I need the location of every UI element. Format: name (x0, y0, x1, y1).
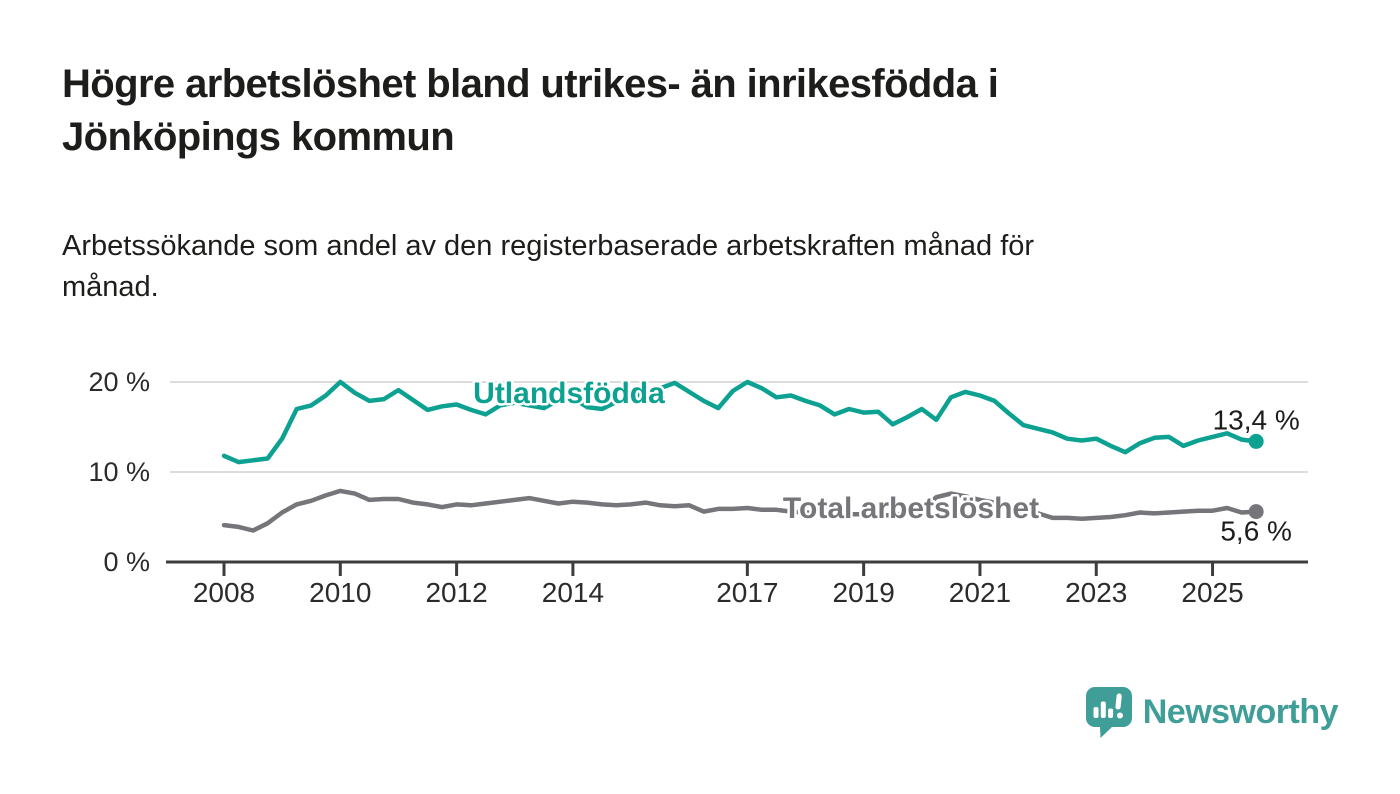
series-line-Total arbetslöshet (221, 488, 1259, 533)
x-axis-label-2010: 2010 (309, 577, 371, 608)
series-end-dot-Total arbetslöshet (1248, 504, 1264, 520)
series-end-dot-Utlandsfödda (1248, 433, 1264, 449)
series-line-Utlandsfödda (221, 379, 1259, 465)
series-label-Utlandsfödda: Utlandsfödda (473, 377, 665, 410)
x-axis-label-2021: 2021 (949, 577, 1011, 608)
brand-footer: Newsworthy (1085, 686, 1339, 738)
page-title: Högre arbetslöshet bland utrikes- än inr… (62, 58, 1372, 164)
x-axis-label-2017: 2017 (716, 577, 778, 608)
title-line-1: Högre arbetslöshet bland utrikes- än inr… (62, 62, 999, 106)
newsworthy-logo-icon (1085, 687, 1132, 738)
y-axis-label-20: 20 % (88, 367, 150, 397)
end-value-label-Total arbetslöshet: 5,6 % (1220, 516, 1292, 547)
subtitle-line-2: månad. (62, 271, 159, 303)
x-axis-label-2025: 2025 (1181, 577, 1243, 608)
series-label-Total arbetslöshet: Total arbetslöshet (783, 492, 1039, 525)
y-axis-label-0: 0 % (103, 547, 150, 577)
brand-name: Newsworthy (1142, 692, 1339, 731)
x-axis-label-2019: 2019 (833, 577, 895, 608)
x-axis-label-2012: 2012 (425, 577, 487, 608)
x-axis-label-2008: 2008 (193, 577, 255, 608)
subtitle-line-1: Arbetssökande som andel av den registerb… (62, 230, 1035, 262)
x-axis-label-2014: 2014 (542, 577, 604, 608)
y-axis-label-10: 10 % (88, 457, 150, 487)
x-axis-label-2023: 2023 (1065, 577, 1127, 608)
end-value-label-Utlandsfödda: 13,4 % (1213, 404, 1300, 435)
title-line-2: Jönköpings kommun (62, 115, 455, 159)
chart-subtitle: Arbetssökande som andel av den registerb… (62, 226, 1342, 308)
